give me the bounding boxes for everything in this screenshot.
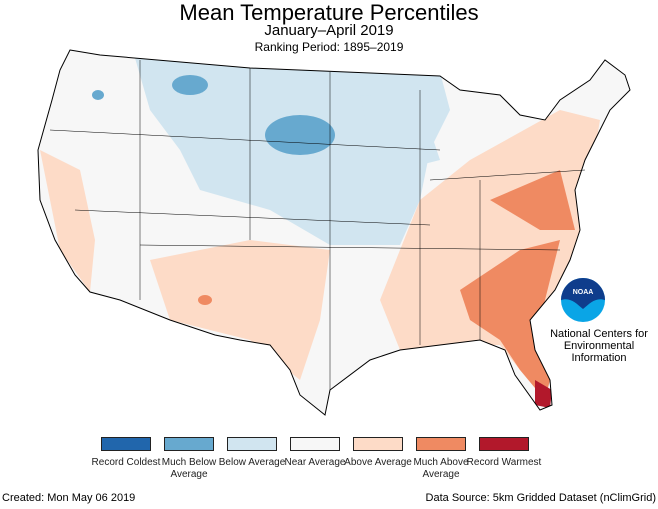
legend-label: Much Above Average bbox=[413, 457, 469, 480]
legend-swatch bbox=[227, 437, 277, 451]
map-subtitle: January–April 2019 bbox=[264, 22, 394, 39]
noaa-logo-icon: NOAA bbox=[561, 278, 605, 322]
legend-swatch bbox=[353, 437, 403, 451]
legend-swatch bbox=[479, 437, 529, 451]
us-outline bbox=[37, 49, 631, 416]
svg-text:NOAA: NOAA bbox=[573, 289, 594, 296]
map-title: Mean Temperature Percentiles bbox=[179, 0, 479, 25]
much-above-average-region bbox=[198, 295, 212, 305]
much-above-average-region bbox=[490, 170, 575, 230]
above-average-region bbox=[40, 150, 95, 292]
legend-item-near: Near Average bbox=[275, 437, 355, 469]
above-average-region bbox=[150, 240, 330, 380]
legend-swatch bbox=[290, 437, 340, 451]
much-above-average-region bbox=[460, 240, 560, 400]
legend-label: Below Average bbox=[218, 457, 286, 468]
legend-swatch bbox=[101, 437, 151, 451]
us-map bbox=[37, 49, 631, 416]
legend-item-above: Above Average bbox=[338, 437, 418, 469]
legend-label: Record Warmest bbox=[466, 457, 542, 468]
legend-swatch bbox=[416, 437, 466, 451]
ncei-label: National Centers for Environmental Infor… bbox=[550, 328, 648, 364]
legend-item-below: Below Average bbox=[212, 437, 292, 469]
state-borders bbox=[49, 60, 586, 390]
legend-item-much-below: Much Below Average bbox=[149, 437, 229, 481]
legend-item-record-coldest: Record Coldest bbox=[86, 437, 166, 469]
data-source: Data Source: 5km Gridded Dataset (nClimG… bbox=[425, 492, 656, 504]
legend-label: Above Average bbox=[344, 457, 412, 468]
ranking-period: Ranking Period: 1895–2019 bbox=[254, 40, 404, 54]
created-date: Created: Mon May 06 2019 bbox=[2, 492, 136, 504]
much-below-average-region bbox=[265, 115, 335, 155]
legend-swatch bbox=[164, 437, 214, 451]
legend-label: Record Coldest bbox=[91, 457, 161, 468]
legend-item-much-above: Much Above Average bbox=[401, 437, 481, 481]
legend-label: Much Below Average bbox=[161, 457, 217, 480]
much-below-average-region bbox=[172, 75, 208, 95]
record-warmest-region bbox=[535, 380, 552, 408]
legend-label: Near Average bbox=[284, 457, 346, 468]
legend-item-record-warmest: Record Warmest bbox=[464, 437, 544, 469]
much-below-average-region bbox=[92, 90, 104, 100]
